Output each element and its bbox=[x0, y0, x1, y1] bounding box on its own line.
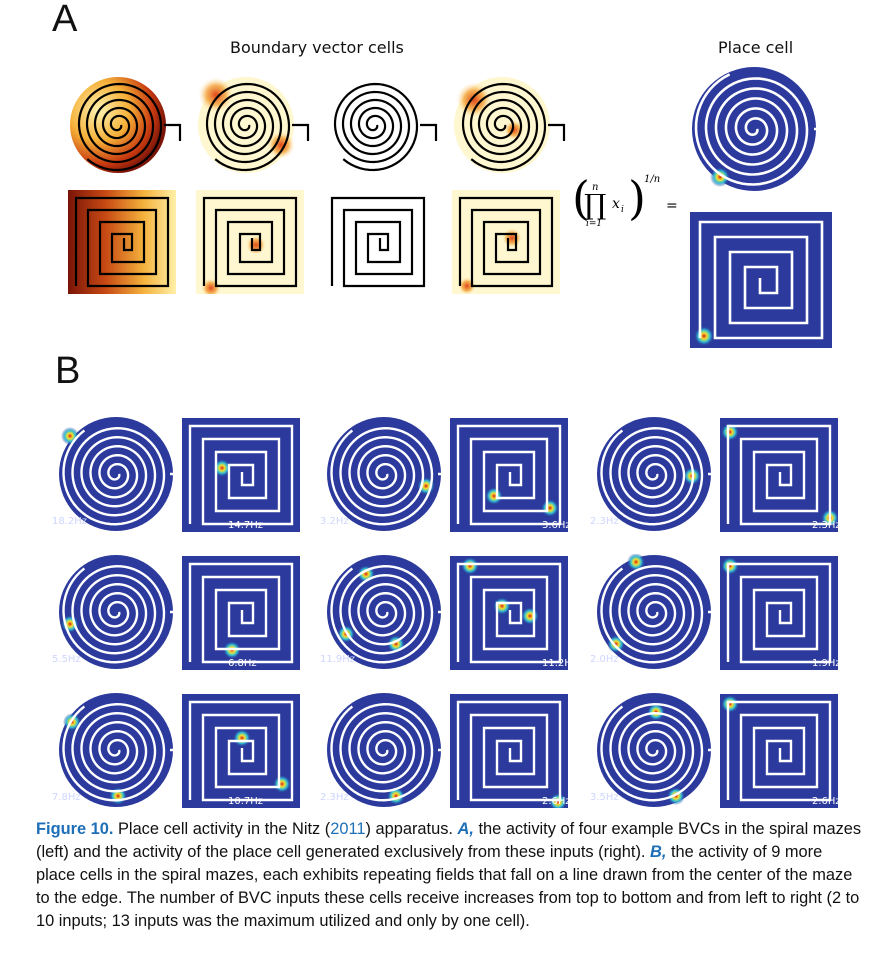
bvc-spiral-2 bbox=[198, 77, 310, 173]
place-cell-6-square bbox=[720, 556, 838, 670]
place-cell-4-spiral bbox=[59, 555, 188, 669]
bvc-square-1 bbox=[68, 190, 176, 294]
formula-subscript: i bbox=[621, 205, 624, 215]
bvc-spiral-1 bbox=[70, 77, 182, 173]
spiral-peak-rate: 3.2Hz bbox=[320, 516, 349, 527]
spiral-peak-rate: 2.3Hz bbox=[590, 516, 619, 527]
square-peak-rate: 14.7Hz bbox=[228, 520, 264, 531]
formula-exponent: 1/n bbox=[644, 174, 660, 185]
spiral-peak-rate: 2.0Hz bbox=[590, 654, 619, 665]
place-cell-5-square bbox=[450, 556, 568, 670]
spiral-peak-rate: 18.2Hz bbox=[52, 516, 88, 527]
formula-paren-right: ) bbox=[628, 171, 646, 225]
figure-caption: Figure 10. Place cell activity in the Ni… bbox=[36, 818, 862, 933]
place-cell-9-square bbox=[720, 694, 838, 808]
formula-paren-left: ( bbox=[572, 171, 590, 225]
place-cell-1-square bbox=[182, 418, 300, 532]
place-cell-3-spiral bbox=[597, 417, 726, 531]
formula-lower-limit: i=1 bbox=[586, 219, 602, 229]
place-cell-heading: Place cell bbox=[718, 38, 794, 57]
caption-text-1: Place cell activity in the Nitz ( bbox=[113, 820, 331, 838]
spiral-peak-rate: 3.5Hz bbox=[590, 792, 619, 803]
bvc-heading: Boundary vector cells bbox=[230, 38, 404, 57]
place-cell-8-square bbox=[450, 694, 568, 808]
caption-text-2: ) apparatus. bbox=[365, 820, 458, 838]
spiral-peak-rate: 5.5Hz bbox=[52, 654, 81, 665]
geometric-mean-formula: ( n ∏ i=1 x i ) 1/n = bbox=[572, 171, 678, 229]
place-cell-2-square bbox=[450, 418, 568, 532]
place-cell-square bbox=[690, 212, 832, 348]
square-peak-rate: 6.8Hz bbox=[228, 658, 257, 669]
place-cell-4-square bbox=[182, 556, 300, 670]
place-cell-7-square bbox=[182, 694, 300, 808]
caption-b-label: B, bbox=[650, 843, 667, 861]
place-cell-3-square bbox=[720, 418, 838, 532]
bvc-square-3 bbox=[324, 190, 432, 294]
formula-upper-limit: n bbox=[592, 182, 598, 193]
formula-variable: x bbox=[612, 196, 620, 212]
square-peak-rate: 1.9Hz bbox=[812, 658, 841, 669]
place-cell-6-spiral bbox=[597, 554, 726, 669]
place-cell-5-spiral bbox=[327, 555, 456, 669]
spiral-peak-rate: 7.8Hz bbox=[52, 792, 81, 803]
caption-year-link[interactable]: 2011 bbox=[330, 820, 366, 838]
panel-b-letter: B bbox=[55, 350, 81, 392]
caption-a-label: A, bbox=[457, 820, 474, 838]
spiral-peak-rate: 11.9Hz bbox=[320, 654, 356, 665]
square-peak-rate: 2.6Hz bbox=[812, 796, 841, 807]
place-cell-8-spiral bbox=[327, 693, 456, 807]
square-peak-rate: 2.3Hz bbox=[812, 520, 841, 531]
bvc-square-4 bbox=[452, 190, 560, 294]
bvc-square-2 bbox=[196, 190, 304, 294]
bvc-spiral-4 bbox=[454, 77, 566, 173]
panel-a-letter: A bbox=[52, 0, 78, 40]
formula-equals: = bbox=[666, 198, 678, 214]
bvc-spiral-3 bbox=[326, 77, 438, 173]
formula-product: ∏ bbox=[584, 188, 606, 221]
caption-label: Figure 10. bbox=[36, 820, 114, 838]
caption-text-3: the activity of four example BVCs in the… bbox=[36, 820, 862, 861]
spiral-peak-rate: 2.3Hz bbox=[320, 792, 349, 803]
place-cell-spiral bbox=[692, 67, 832, 191]
caption-text-4: the activity of 9 more place cells in th… bbox=[36, 843, 860, 930]
square-peak-rate: 3.6Hz bbox=[542, 520, 571, 531]
square-peak-rate: 2.6Hz bbox=[542, 796, 571, 807]
square-peak-rate: 11.2Hz bbox=[542, 658, 578, 669]
square-peak-rate: 10.7Hz bbox=[228, 796, 264, 807]
